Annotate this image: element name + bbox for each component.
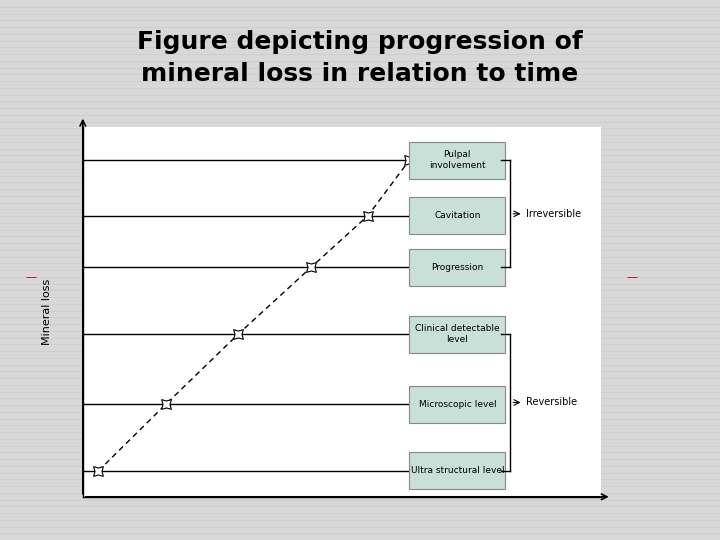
Text: Ultra structural level: Ultra structural level: [410, 467, 504, 475]
Text: Clinical detectable
level: Clinical detectable level: [415, 325, 500, 344]
Text: —: —: [626, 272, 637, 282]
Text: mineral loss in relation to time: mineral loss in relation to time: [141, 62, 579, 86]
Text: Progression: Progression: [431, 263, 483, 272]
Text: Figure depicting progression of: Figure depicting progression of: [137, 30, 583, 53]
FancyBboxPatch shape: [410, 141, 505, 179]
FancyBboxPatch shape: [410, 386, 505, 423]
Text: Mineral loss: Mineral loss: [42, 279, 52, 345]
FancyBboxPatch shape: [410, 249, 505, 286]
Text: Cavitation: Cavitation: [434, 211, 480, 220]
FancyBboxPatch shape: [410, 315, 505, 353]
FancyBboxPatch shape: [410, 197, 505, 234]
Text: Microscopic level: Microscopic level: [418, 400, 496, 409]
Text: Irreversible: Irreversible: [526, 209, 581, 219]
FancyBboxPatch shape: [410, 453, 505, 489]
Text: Pulpal
involvement: Pulpal involvement: [429, 151, 486, 170]
Text: Reversible: Reversible: [526, 397, 577, 408]
Text: —: —: [25, 272, 36, 282]
